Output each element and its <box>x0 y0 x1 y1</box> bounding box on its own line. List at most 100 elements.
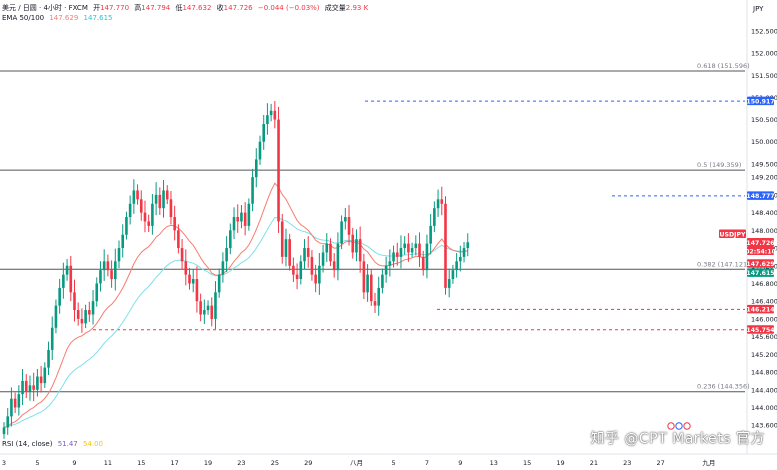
candle-body[interactable] <box>329 243 332 262</box>
candle-body[interactable] <box>351 234 355 253</box>
candle-body[interactable] <box>17 394 21 408</box>
candle-body[interactable] <box>243 212 247 226</box>
candle-body[interactable] <box>147 221 150 226</box>
candle-body[interactable] <box>277 119 280 222</box>
candle-body[interactable] <box>321 252 325 266</box>
candle-body[interactable] <box>121 234 125 249</box>
candle-body[interactable] <box>102 261 106 271</box>
candle-body[interactable] <box>225 248 228 262</box>
candle-body[interactable] <box>384 265 388 275</box>
candle-body[interactable] <box>110 270 113 280</box>
candle-body[interactable] <box>50 327 54 350</box>
candle-body[interactable] <box>273 110 277 120</box>
candle-body[interactable] <box>13 398 17 408</box>
candle-body[interactable] <box>32 385 35 390</box>
candle-body[interactable] <box>128 203 132 218</box>
candle-body[interactable] <box>392 252 395 262</box>
candle-body[interactable] <box>6 416 10 428</box>
candle-body[interactable] <box>210 305 214 319</box>
candle-body[interactable] <box>284 239 288 257</box>
candle-body[interactable] <box>466 242 470 249</box>
candle-body[interactable] <box>336 243 340 271</box>
candle-body[interactable] <box>455 261 458 271</box>
candle-body[interactable] <box>88 310 91 315</box>
candle-body[interactable] <box>180 248 184 262</box>
candle-body[interactable] <box>280 221 284 257</box>
candle-body[interactable] <box>462 248 466 257</box>
candle-body[interactable] <box>347 217 351 235</box>
candle-body[interactable] <box>247 203 251 226</box>
candle-body[interactable] <box>54 305 58 328</box>
candle-body[interactable] <box>340 221 343 244</box>
candle-body[interactable] <box>58 287 61 306</box>
candle-body[interactable] <box>84 310 87 324</box>
candle-body[interactable] <box>154 194 158 204</box>
candle-body[interactable] <box>177 230 180 249</box>
candle-body[interactable] <box>73 292 76 311</box>
candle-body[interactable] <box>418 243 421 257</box>
candle-body[interactable] <box>373 301 377 306</box>
candle-body[interactable] <box>139 199 143 213</box>
candle-body[interactable] <box>436 199 440 209</box>
candle-body[interactable] <box>306 248 310 257</box>
candle-body[interactable] <box>447 279 451 288</box>
candle-body[interactable] <box>266 115 269 125</box>
candle-body[interactable] <box>69 265 73 293</box>
candle-body[interactable] <box>366 274 369 293</box>
candle-body[interactable] <box>217 274 221 293</box>
candle-body[interactable] <box>388 261 392 266</box>
candle-body[interactable] <box>410 248 414 253</box>
candle-body[interactable] <box>229 230 232 249</box>
candle-body[interactable] <box>62 274 65 288</box>
candle-body[interactable] <box>95 283 99 302</box>
candle-body[interactable] <box>199 301 202 315</box>
candle-body[interactable] <box>65 265 69 275</box>
candle-body[interactable] <box>169 199 173 218</box>
candle-body[interactable] <box>36 376 39 390</box>
candle-body[interactable] <box>288 239 291 266</box>
candle-body[interactable] <box>232 217 236 231</box>
candle-body[interactable] <box>299 261 303 280</box>
candle-body[interactable] <box>425 243 429 271</box>
candle-body[interactable] <box>381 274 384 288</box>
candle-body[interactable] <box>184 261 188 275</box>
candle-body[interactable] <box>76 310 80 319</box>
candle-body[interactable] <box>440 199 444 204</box>
candle-body[interactable] <box>395 252 399 257</box>
candle-body[interactable] <box>399 248 403 257</box>
candle-body[interactable] <box>47 349 50 368</box>
candle-body[interactable] <box>403 243 406 249</box>
candle-body[interactable] <box>195 279 199 302</box>
candle-body[interactable] <box>254 159 258 178</box>
candle-body[interactable] <box>132 190 136 204</box>
candle-body[interactable] <box>173 217 176 231</box>
candle-body[interactable] <box>191 279 195 284</box>
event-flag-icon[interactable] <box>667 422 675 430</box>
candle-body[interactable] <box>10 398 13 417</box>
candle-body[interactable] <box>377 287 381 306</box>
candle-body[interactable] <box>91 301 95 315</box>
candle-body[interactable] <box>451 270 455 280</box>
candle-body[interactable] <box>292 265 295 275</box>
candle-body[interactable] <box>362 261 366 293</box>
candle-body[interactable] <box>203 310 206 315</box>
candle-body[interactable] <box>332 261 336 271</box>
candle-body[interactable] <box>236 217 240 222</box>
candle-body[interactable] <box>99 270 102 284</box>
candle-body[interactable] <box>429 225 432 244</box>
candle-body[interactable] <box>240 212 243 222</box>
candle-body[interactable] <box>258 141 262 160</box>
candle-body[interactable] <box>39 376 43 384</box>
candle-body[interactable] <box>414 243 418 249</box>
candle-body[interactable] <box>136 190 139 200</box>
candle-body[interactable] <box>295 274 299 280</box>
candle-body[interactable] <box>80 318 84 324</box>
candle-body[interactable] <box>114 261 117 280</box>
candle-body[interactable] <box>221 261 225 275</box>
candle-body[interactable] <box>355 239 358 253</box>
candle-body[interactable] <box>24 380 28 392</box>
candle-body[interactable] <box>214 292 217 319</box>
candle-body[interactable] <box>251 177 254 204</box>
candle-body[interactable] <box>117 248 121 262</box>
